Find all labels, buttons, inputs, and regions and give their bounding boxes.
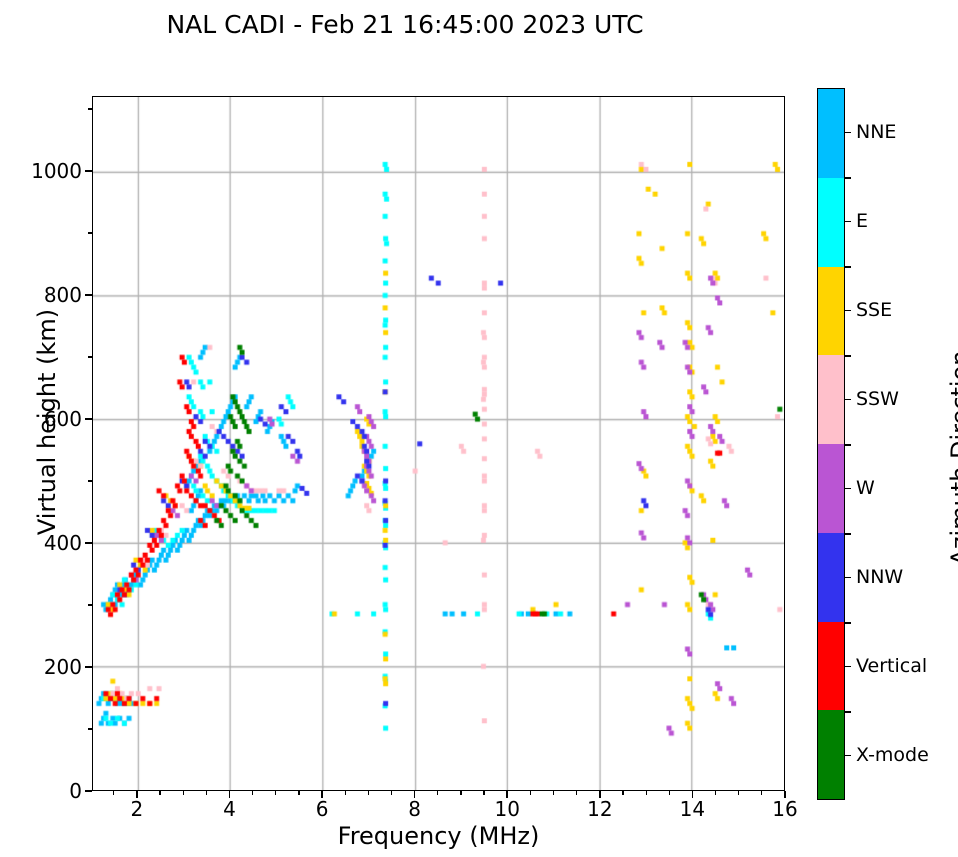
x-tick-label: 10: [494, 797, 520, 821]
x-minor-tick-mark: [714, 791, 717, 795]
scatter-canvas: [93, 97, 784, 790]
colorbar-tick-mark: [845, 487, 851, 490]
x-tick-labels: 2 4 6 8 10 12 14 16: [0, 797, 958, 827]
x-minor-tick-mark: [622, 791, 624, 795]
colorbar-tick-text: NNW: [856, 565, 904, 588]
x-minor-tick-mark: [738, 791, 740, 795]
x-tick-label: 16: [772, 797, 798, 821]
colorbar-tick-mark: [845, 220, 851, 223]
y-minor-tick-mark: [88, 728, 92, 730]
colorbar-tick-mark: [845, 131, 851, 134]
y-tick-label: 800: [43, 283, 82, 307]
colorbar-tick-mark: [845, 398, 851, 401]
y-tick-mark: [85, 790, 92, 792]
y-tick-mark: [85, 170, 92, 172]
page-title: NAL CADI - Feb 21 16:45:00 2023 UTC: [166, 10, 644, 39]
colorbar-boundary-mark: [845, 266, 851, 268]
x-minor-tick-mark: [182, 791, 184, 795]
x-tick-mark: [321, 791, 323, 798]
colorbar-segment-w: [818, 444, 844, 533]
colorbar-boundary-mark: [845, 444, 851, 446]
colorbar-boundary-mark: [845, 177, 851, 179]
y-minor-tick-mark: [88, 108, 92, 110]
x-axis-label: Frequency (MHz): [337, 822, 540, 850]
x-minor-tick-mark: [390, 791, 393, 795]
plot-area: [92, 96, 785, 791]
x-minor-tick-mark: [298, 791, 300, 795]
y-minor-tick-mark: [88, 232, 92, 234]
y-tick-mark: [85, 666, 92, 668]
colorbar-segment-ssw: [818, 355, 844, 444]
y-tick-mark: [85, 542, 92, 544]
x-tick-mark: [506, 791, 509, 798]
x-minor-tick-mark: [645, 791, 647, 795]
x-minor-tick-mark: [205, 791, 207, 795]
colorbar-segment-vertical: [818, 621, 844, 711]
colorbar-tick-text: NNE: [856, 120, 897, 143]
y-minor-tick-mark: [88, 356, 92, 358]
colorbar-boundary-mark: [845, 533, 851, 535]
x-minor-tick-mark: [668, 791, 670, 795]
y-tick-label: 1000: [31, 159, 82, 184]
colorbar-tick-text: E: [856, 209, 869, 232]
x-minor-tick-mark: [344, 791, 346, 795]
x-minor-tick-mark: [483, 791, 485, 795]
colorbar-tick-mark: [845, 754, 851, 757]
x-minor-tick-mark: [367, 791, 369, 795]
x-minor-tick-mark: [113, 791, 115, 795]
y-tick-labels: 0 200 400 600 800 1000: [0, 0, 82, 857]
y-tick-label: 0: [69, 779, 82, 803]
colorbar-boundary-mark: [845, 622, 851, 624]
x-minor-tick-mark: [275, 791, 277, 795]
colorbar-tick-mark: [845, 665, 851, 668]
colorbar-boundary-mark: [845, 711, 851, 713]
colorbar-segment-e: [818, 177, 844, 267]
colorbar-label: Azimuth Direction: [946, 350, 958, 566]
x-minor-tick-mark: [576, 791, 578, 795]
x-tick-mark: [413, 791, 416, 798]
colorbar-tick-mark: [845, 576, 851, 579]
x-tick-mark: [599, 791, 601, 798]
colorbar-segment-sse: [818, 266, 844, 356]
x-tick-mark: [784, 791, 786, 798]
x-minor-tick-mark: [761, 791, 763, 795]
x-tick-mark: [136, 791, 138, 798]
colorbar-tick-text: W: [856, 476, 875, 499]
x-tick-label: 6: [315, 797, 329, 821]
colorbar-tick-text: SSW: [856, 387, 899, 410]
x-minor-tick-mark: [552, 791, 555, 795]
x-minor-tick-mark: [252, 791, 254, 795]
x-tick-mark: [691, 791, 694, 798]
y-tick-label: 600: [43, 407, 82, 431]
colorbar-boundary-mark: [845, 355, 851, 357]
x-tick-mark: [228, 791, 231, 798]
y-minor-tick-mark: [88, 480, 92, 482]
colorbar-segment-x-mode: [818, 710, 844, 799]
y-minor-tick-mark: [88, 604, 92, 606]
y-tick-mark: [85, 294, 92, 296]
colorbar-tick-text: Vertical: [856, 654, 928, 677]
x-tick-label: 2: [130, 797, 144, 821]
x-tick-label: 12: [587, 797, 613, 821]
x-tick-label: 8: [408, 797, 422, 821]
y-tick-mark: [85, 418, 92, 420]
x-tick-label: 14: [679, 797, 706, 821]
x-minor-tick-mark: [460, 791, 462, 795]
colorbar-tick-text: X-mode: [856, 743, 929, 766]
colorbar-tick-mark: [845, 309, 851, 312]
x-minor-tick-mark: [529, 791, 531, 795]
x-minor-tick-mark: [437, 791, 439, 795]
x-minor-tick-mark: [159, 791, 161, 795]
colorbar-segment-nnw: [818, 532, 844, 622]
colorbar-tick-labels: NNE E SSE SSW W NNW Vertical X-mode: [845, 88, 955, 800]
x-tick-label: 4: [223, 797, 236, 821]
y-tick-label: 200: [43, 655, 82, 679]
y-tick-label: 400: [43, 531, 82, 555]
colorbar-segment-nne: [818, 89, 844, 178]
colorbar: [817, 88, 845, 800]
colorbar-tick-text: SSE: [856, 298, 893, 321]
